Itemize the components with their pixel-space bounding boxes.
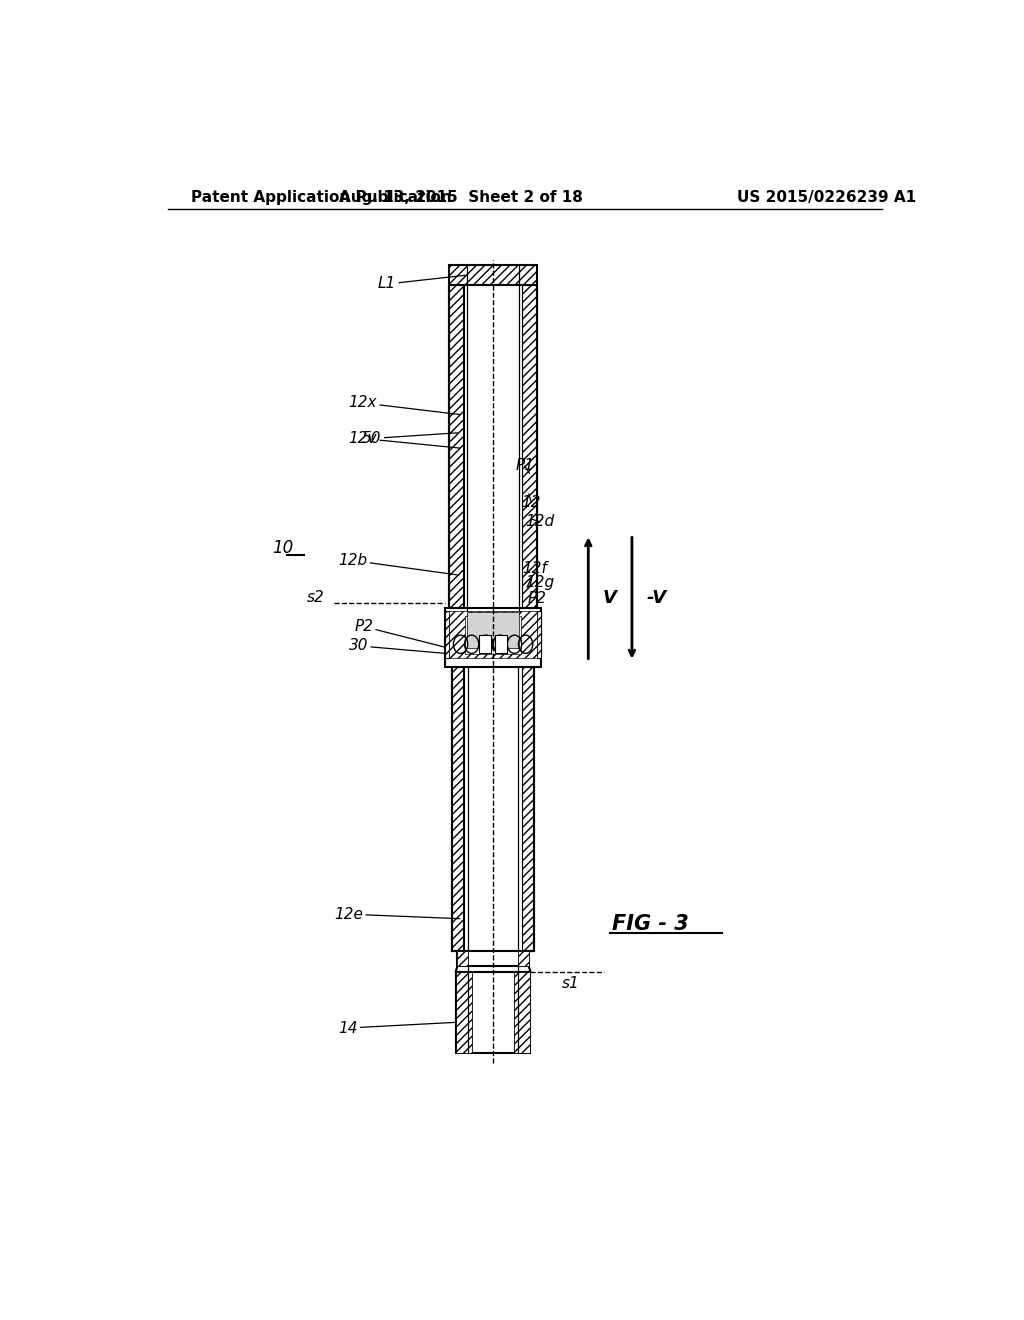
Bar [444,611,450,659]
Text: V: V [602,589,616,607]
Bar [452,667,465,952]
Bar [479,635,492,653]
Bar [518,952,528,966]
Text: 12v: 12v [348,432,460,447]
Text: s2: s2 [307,590,325,605]
Bar [522,285,537,611]
Bar [458,952,468,966]
Text: 30: 30 [348,639,458,655]
Text: FIG - 3: FIG - 3 [612,913,689,933]
Text: -V: -V [646,589,667,607]
Text: US 2015/0226239 A1: US 2015/0226239 A1 [737,190,915,205]
Bar [514,972,530,1053]
Bar [467,611,519,648]
Bar [450,611,537,659]
Text: 12f: 12f [522,561,547,587]
Text: 12g: 12g [524,576,554,598]
Text: 12x: 12x [348,396,460,414]
Bar [465,667,521,952]
Text: Aug. 13, 2015  Sheet 2 of 18: Aug. 13, 2015 Sheet 2 of 18 [339,190,584,205]
Bar [456,972,472,1053]
Bar [537,611,542,659]
Bar [458,952,528,966]
Text: 12b: 12b [338,553,459,576]
Text: P2: P2 [528,590,547,611]
Text: 14: 14 [338,1020,456,1035]
Bar [465,615,521,655]
Text: 12: 12 [521,494,541,510]
Bar [450,265,537,285]
Text: P2: P2 [354,619,450,648]
Text: P1: P1 [515,458,535,474]
Text: L1: L1 [378,276,465,292]
Text: 10: 10 [272,539,294,557]
Bar [450,285,464,611]
Bar [444,607,542,667]
Text: Patent Application Publication: Patent Application Publication [191,190,453,205]
Text: s1: s1 [562,977,580,991]
Text: 50: 50 [362,432,458,446]
Bar [495,635,507,653]
Bar [456,972,530,1053]
Text: 12d: 12d [525,515,555,529]
Text: 12e: 12e [334,907,460,921]
Bar [464,285,522,611]
Bar [521,667,535,952]
Text: 40: 40 [523,623,543,644]
